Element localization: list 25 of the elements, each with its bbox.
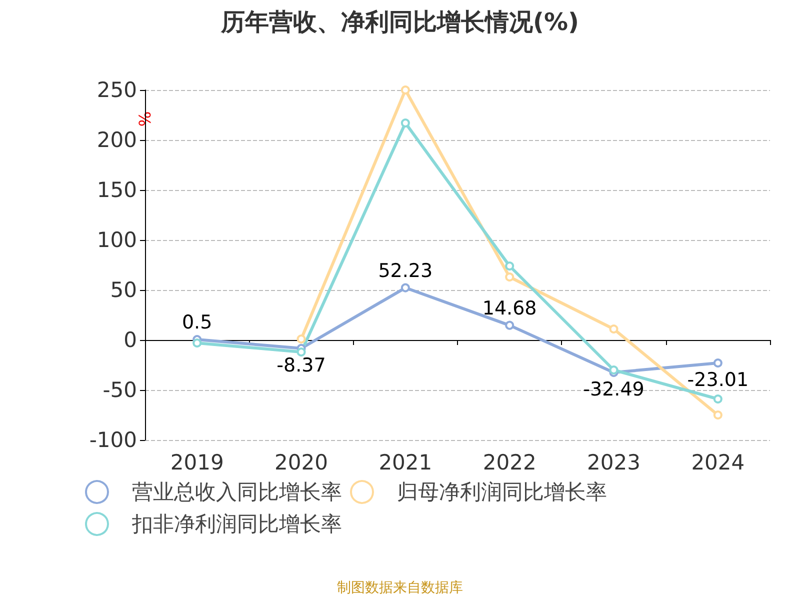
data-label: 0.5 xyxy=(182,312,212,334)
legend-label: 归母净利润同比增长率 xyxy=(397,480,607,504)
y-tick-label: -100 xyxy=(89,428,137,452)
chart-title: 历年营收、净利同比增长情况(%) xyxy=(220,8,579,36)
legend-label: 营业总收入同比增长率 xyxy=(132,480,342,504)
y-tick-label: 250 xyxy=(96,78,137,102)
y-tick-label: -50 xyxy=(102,378,137,402)
data-label: -23.01 xyxy=(687,369,749,392)
data-label: -32.49 xyxy=(583,378,644,400)
x-tick-label: 2019 xyxy=(170,450,224,474)
x-tick-label: 2020 xyxy=(274,450,328,474)
x-tick-label: 2022 xyxy=(482,450,536,474)
data-label: 52.23 xyxy=(378,260,433,282)
data-label: 14.68 xyxy=(482,297,537,320)
y-tick-label: 100 xyxy=(96,228,137,252)
y-tick-label: 150 xyxy=(96,178,137,202)
legend-label: 扣非净利润同比增长率 xyxy=(131,512,342,536)
x-tick-label: 2021 xyxy=(378,450,432,474)
y-tick-label: 50 xyxy=(110,278,137,302)
x-tick-label: 2024 xyxy=(691,450,745,474)
y-tick-label: 200 xyxy=(96,128,137,152)
y-tick-label: 0 xyxy=(124,328,137,352)
x-tick-label: 2023 xyxy=(587,450,640,474)
text: 制图数据来自数据库 xyxy=(337,580,463,596)
data-label: -8.37 xyxy=(276,354,326,376)
